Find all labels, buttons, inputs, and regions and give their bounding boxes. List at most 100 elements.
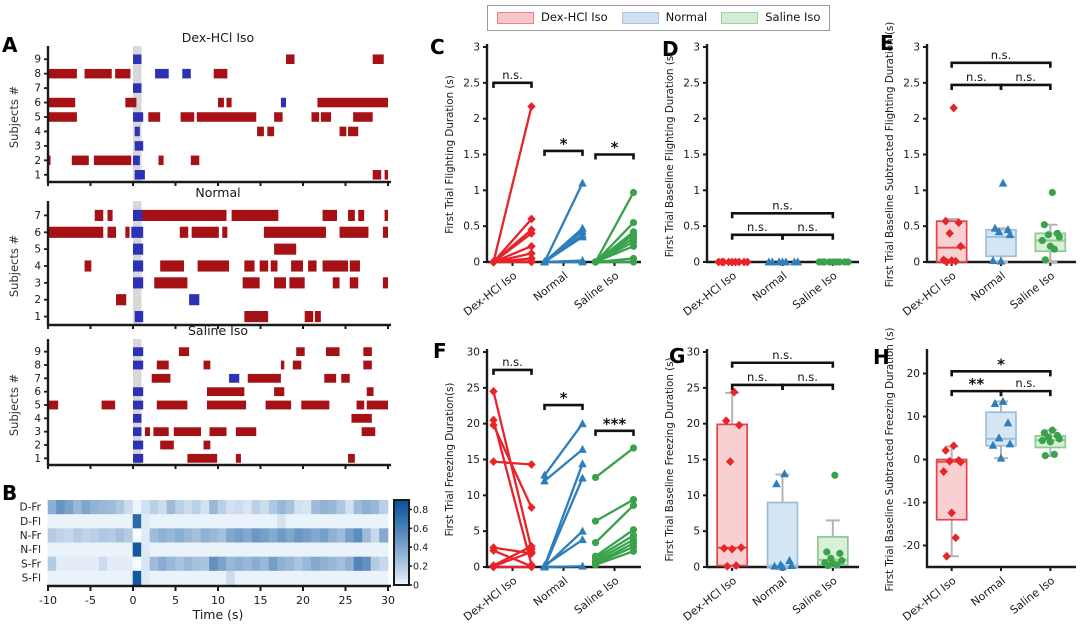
svg-text:1: 1: [34, 453, 41, 465]
svg-text:2.5: 2.5: [683, 77, 700, 89]
svg-text:Normal: Normal: [531, 574, 570, 609]
svg-text:First Trial Baseline Flighting: First Trial Baseline Flighting Duration …: [664, 52, 676, 258]
svg-text:0.5: 0.5: [903, 221, 920, 233]
svg-text:0: 0: [693, 257, 700, 269]
svg-text:0: 0: [913, 257, 920, 269]
svg-text:2: 2: [913, 113, 920, 125]
svg-text:**: **: [968, 375, 984, 393]
legend-label-saline: Saline Iso: [765, 10, 821, 25]
svg-text:2.5: 2.5: [463, 77, 480, 89]
svg-text:20: 20: [687, 418, 700, 430]
svg-text:Saline Iso: Saline Iso: [790, 574, 840, 617]
svg-text:n.s.: n.s.: [1015, 376, 1036, 390]
svg-text:8: 8: [34, 360, 41, 372]
svg-text:30: 30: [467, 347, 480, 359]
svg-text:***: ***: [603, 415, 627, 433]
svg-text:D-Fr: D-Fr: [20, 502, 42, 514]
svg-text:1: 1: [34, 169, 41, 181]
svg-text:30: 30: [687, 347, 700, 359]
svg-text:20: 20: [907, 368, 920, 380]
svg-text:n.s.: n.s.: [797, 370, 818, 384]
panel-label-E: E: [880, 31, 894, 55]
legend-swatch-normal: [621, 12, 659, 24]
svg-text:10: 10: [467, 490, 480, 502]
svg-text:Subjects #: Subjects #: [7, 374, 21, 436]
svg-text:8: 8: [34, 68, 41, 80]
svg-text:-20: -20: [903, 540, 920, 552]
svg-text:S-Fr: S-Fr: [21, 558, 42, 570]
panel-A-raster-Dex-HCl Iso: 9 8 7 6 5 4 3 2 1 Dex-HCl Iso Subjects #: [7, 30, 391, 186]
svg-text:Normal: Normal: [968, 269, 1007, 304]
svg-text:0.4: 0.4: [413, 543, 428, 554]
svg-text:D-Fl: D-Fl: [20, 516, 41, 528]
svg-text:5: 5: [172, 594, 179, 607]
svg-text:n.s.: n.s.: [966, 70, 987, 84]
svg-text:*: *: [560, 389, 568, 407]
panel-label-F: F: [433, 339, 447, 363]
svg-text:0: 0: [413, 581, 419, 592]
svg-text:0: 0: [130, 594, 137, 607]
svg-text:n.s.: n.s.: [772, 348, 793, 362]
panel-F-paired-plot: 0 5 10 15 20 25 30 Dex-HCl Iso Normal Saline Iso F…: [444, 347, 641, 624]
svg-text:9: 9: [34, 54, 41, 66]
panel-label-D: D: [662, 37, 679, 61]
legend-item-dex: Dex-HCl Iso: [497, 12, 608, 24]
svg-text:N-Fl: N-Fl: [20, 544, 41, 556]
svg-text:5: 5: [693, 526, 700, 538]
svg-text:1: 1: [693, 185, 700, 197]
panel-label-A: A: [2, 33, 18, 57]
panel-label-C: C: [430, 35, 445, 59]
svg-text:*: *: [560, 135, 568, 153]
svg-text:15: 15: [254, 594, 268, 607]
svg-text:30: 30: [381, 594, 395, 607]
legend-swatch-saline: [721, 12, 759, 24]
svg-text:n.s.: n.s.: [797, 220, 818, 234]
svg-text:0.8: 0.8: [413, 505, 428, 516]
svg-text:4: 4: [34, 413, 41, 425]
svg-text:Dex-HCl Iso: Dex-HCl Iso: [461, 574, 519, 624]
svg-text:3: 3: [913, 42, 920, 54]
svg-text:n.s.: n.s.: [772, 198, 793, 212]
svg-text:First Trial Baseline Subtracte: First Trial Baseline Subtracted Freezing…: [884, 327, 896, 591]
svg-text:3: 3: [34, 277, 41, 289]
svg-text:First Trial Baseline Subtracte: First Trial Baseline Subtracted Flightin…: [884, 22, 896, 288]
svg-text:25: 25: [467, 382, 480, 394]
panel-A-raster-Normal: 7 6 5 4 3 2 1 Normal Subjects #: [7, 185, 391, 329]
svg-text:Normal: Normal: [531, 269, 570, 304]
svg-text:3: 3: [693, 42, 700, 54]
svg-text:1.5: 1.5: [903, 149, 920, 161]
svg-text:0.6: 0.6: [413, 524, 428, 535]
legend-item-normal: Normal: [621, 12, 707, 24]
svg-text:Saline Iso: Saline Iso: [1008, 574, 1058, 617]
svg-text:3: 3: [34, 140, 41, 152]
svg-text:15: 15: [467, 454, 480, 466]
svg-text:Normal: Normal: [750, 574, 789, 609]
svg-text:3: 3: [34, 426, 41, 438]
svg-text:10: 10: [687, 490, 700, 502]
svg-text:Saline Iso: Saline Iso: [572, 269, 622, 312]
svg-text:2.5: 2.5: [903, 77, 920, 89]
svg-text:N-Fr: N-Fr: [20, 530, 42, 542]
svg-text:Time (s): Time (s): [192, 607, 244, 622]
svg-text:0.5: 0.5: [463, 221, 480, 233]
svg-text:25: 25: [687, 382, 700, 394]
svg-text:Dex-HCl Iso: Dex-HCl Iso: [681, 574, 739, 624]
svg-text:Normal: Normal: [968, 574, 1007, 609]
svg-text:n.s.: n.s.: [502, 355, 523, 369]
panel-C-paired-plot: 0 0.5 1 1.5 2 2.5 3 Dex-HCl Iso Normal Saline Iso…: [444, 42, 641, 319]
svg-text:Subjects #: Subjects #: [7, 86, 21, 148]
panel-E-box-plot: 0 0.5 1 1.5 2 2.5 3 Dex-HCl Iso Normal Saline Iso…: [884, 22, 1076, 319]
svg-text:Normal: Normal: [195, 185, 240, 200]
svg-text:5: 5: [34, 112, 41, 124]
svg-text:6: 6: [34, 97, 41, 109]
panel-G-box-plot: 0 5 10 15 20 25 30 Dex-HCl Iso Normal Saline Iso F…: [664, 347, 859, 624]
svg-text:1: 1: [34, 311, 41, 323]
svg-text:n.s.: n.s.: [747, 220, 768, 234]
svg-text:0: 0: [693, 562, 700, 574]
panel-A-raster-Saline Iso: 9 876 543 21 Saline Iso Subjects #: [7, 323, 391, 469]
svg-text:1: 1: [913, 185, 920, 197]
svg-text:-10: -10: [903, 497, 920, 509]
svg-text:20: 20: [467, 418, 480, 430]
